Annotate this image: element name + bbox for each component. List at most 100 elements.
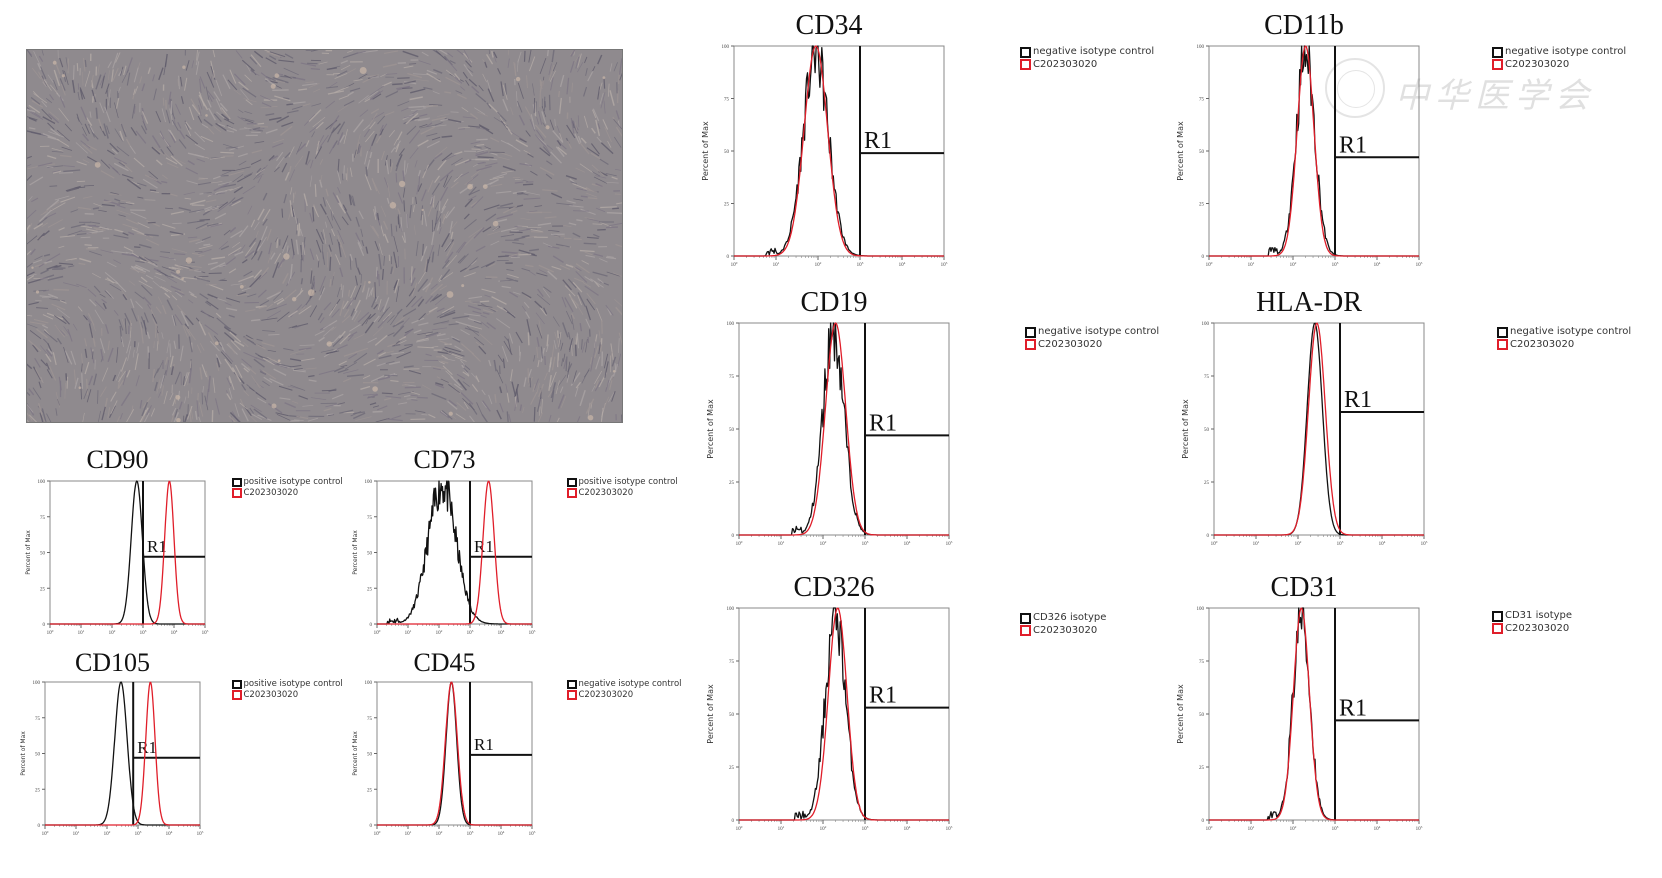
micrograph-texture bbox=[27, 50, 622, 422]
legend-swatch bbox=[1492, 611, 1503, 622]
legend-item: negative isotype control bbox=[1025, 326, 1159, 339]
legend-label: negative isotype control bbox=[579, 679, 682, 690]
y-tick-label: 75 bbox=[729, 660, 735, 665]
legend-swatch bbox=[567, 680, 577, 690]
x-tick-exponent: 0 bbox=[379, 629, 381, 633]
y-tick-label: 75 bbox=[724, 98, 730, 103]
y-tick-label: 0 bbox=[370, 824, 373, 829]
x-tick-exponent: 2 bbox=[441, 629, 443, 633]
series-control-line bbox=[1209, 46, 1419, 256]
x-tick-exponent: 4 bbox=[503, 629, 505, 633]
x-tick-exponent: 3 bbox=[1337, 825, 1339, 829]
legend-item: C202303020 bbox=[567, 690, 682, 701]
y-axis-label: Percent of Max bbox=[352, 731, 359, 776]
legend-swatch bbox=[1025, 327, 1036, 338]
x-tick-exponent: 1 bbox=[1258, 540, 1260, 544]
series-sample-line bbox=[50, 481, 205, 624]
y-tick-label: 75 bbox=[1199, 98, 1205, 103]
x-tick-label: 104 bbox=[1374, 261, 1381, 268]
legend-label: C202303020 bbox=[579, 690, 634, 701]
x-tick-exponent: 3 bbox=[140, 830, 142, 834]
legend-label: C202303020 bbox=[244, 488, 299, 499]
x-tick-label: 101 bbox=[1248, 825, 1255, 832]
plot-area bbox=[739, 608, 949, 820]
y-tick-label: 100 bbox=[33, 681, 41, 686]
legend-swatch bbox=[1020, 47, 1031, 58]
x-tick-exponent: 0 bbox=[736, 261, 738, 265]
x-tick-exponent: 5 bbox=[1421, 825, 1423, 829]
x-tick-exponent: 3 bbox=[867, 540, 869, 544]
x-tick-exponent: 4 bbox=[1379, 825, 1381, 829]
legend-item: C202303020 bbox=[1492, 623, 1572, 636]
x-tick-exponent: 3 bbox=[867, 825, 869, 829]
x-tick-label: 101 bbox=[773, 261, 780, 268]
x-tick-label: 104 bbox=[1374, 825, 1381, 832]
y-tick-label: 0 bbox=[1202, 255, 1205, 260]
x-tick-label: 104 bbox=[904, 825, 911, 832]
x-tick-exponent: 0 bbox=[741, 825, 743, 829]
x-tick-exponent: 3 bbox=[472, 830, 474, 834]
y-tick-label: 0 bbox=[732, 819, 735, 824]
y-tick-label: 50 bbox=[729, 428, 735, 433]
x-tick-label: 101 bbox=[405, 830, 412, 837]
x-tick-label: 104 bbox=[498, 629, 505, 636]
x-tick-label: 102 bbox=[1290, 825, 1297, 832]
watermark-text: 中华医学会 bbox=[1395, 68, 1595, 117]
legend-label: C202303020 bbox=[1505, 623, 1569, 636]
x-tick-label: 104 bbox=[166, 830, 173, 837]
x-tick-label: 101 bbox=[1248, 261, 1255, 268]
x-tick-label: 105 bbox=[941, 261, 948, 268]
series-control-line bbox=[1209, 608, 1419, 820]
x-tick-exponent: 2 bbox=[1300, 540, 1302, 544]
y-axis-label: Percent of Max bbox=[352, 530, 359, 575]
x-tick-exponent: 0 bbox=[1211, 261, 1213, 265]
x-tick-label: 103 bbox=[1332, 261, 1339, 268]
x-tick-exponent: 4 bbox=[909, 825, 911, 829]
legend-label: C202303020 bbox=[1505, 59, 1569, 72]
gate-r1-label: R1 bbox=[864, 128, 892, 154]
plot-area bbox=[50, 481, 205, 624]
x-tick-exponent: 5 bbox=[951, 825, 953, 829]
legend-swatch bbox=[567, 690, 577, 700]
gate-r1-label: R1 bbox=[869, 683, 897, 709]
y-tick-label: 75 bbox=[40, 516, 46, 521]
y-tick-label: 0 bbox=[38, 824, 41, 829]
y-tick-label: 75 bbox=[367, 516, 373, 521]
x-tick-label: 102 bbox=[109, 629, 116, 636]
legend-swatch bbox=[1497, 339, 1508, 350]
legend-label: negative isotype control bbox=[1038, 326, 1159, 339]
x-tick-exponent: 2 bbox=[820, 261, 822, 265]
x-tick-exponent: 5 bbox=[1426, 540, 1428, 544]
legend-swatch bbox=[1492, 623, 1503, 634]
y-tick-label: 0 bbox=[727, 255, 730, 260]
x-tick-exponent: 0 bbox=[1211, 825, 1213, 829]
y-tick-label: 25 bbox=[1204, 481, 1210, 486]
y-tick-label: 25 bbox=[40, 587, 46, 592]
legend-swatch bbox=[1492, 59, 1503, 70]
y-tick-label: 25 bbox=[35, 788, 41, 793]
y-tick-label: 50 bbox=[1199, 150, 1205, 155]
x-tick-exponent: 5 bbox=[202, 830, 204, 834]
y-tick-label: 25 bbox=[729, 766, 735, 771]
legend-swatch bbox=[232, 478, 242, 488]
x-tick-label: 102 bbox=[820, 825, 827, 832]
x-tick-label: 105 bbox=[202, 629, 209, 636]
x-tick-label: 105 bbox=[1416, 261, 1423, 268]
x-tick-exponent: 5 bbox=[1421, 261, 1423, 265]
legend-swatch bbox=[1497, 327, 1508, 338]
x-tick-label: 102 bbox=[104, 830, 111, 837]
y-axis-label: Percent of Max bbox=[20, 731, 27, 776]
plot-area bbox=[377, 481, 532, 624]
x-tick-label: 100 bbox=[47, 629, 54, 636]
gate-r1-label: R1 bbox=[474, 537, 494, 556]
legend-item: negative isotype control bbox=[567, 679, 682, 690]
legend-item: CD326 isotype bbox=[1020, 612, 1106, 625]
